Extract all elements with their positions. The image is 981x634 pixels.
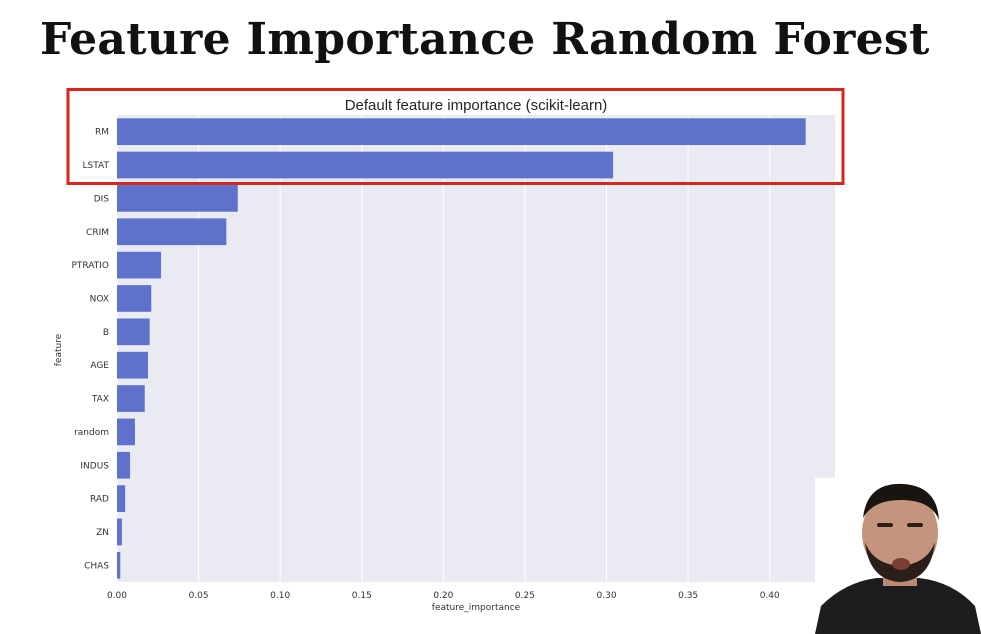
y-tick-label: PTRATIO [71,261,109,271]
bar-rad [117,485,126,512]
bar-lstat [117,151,614,179]
y-axis-label: feature [54,333,64,366]
y-tick-labels: RM LSTAT DIS CRIM PTRATIO NOX B AGE TAX random IND… [71,128,109,572]
y-tick-label: LSTAT [83,161,110,171]
chart-title: Default feature importance (scikit-learn… [345,97,608,114]
y-tick-label: NOX [90,294,109,304]
bar-indus [117,451,131,479]
y-tick-label: AGE [90,361,109,371]
grid-lines [116,115,771,582]
bar-tax [117,385,145,412]
y-tick-label: RM [95,128,109,138]
x-tick-label: 0.35 [678,591,698,601]
y-tick-label: TAX [91,395,109,405]
y-tick-label: B [103,328,109,338]
bar-rm [117,118,806,146]
presenter-video [815,478,981,634]
x-tick-label: 0.10 [270,591,290,601]
bar-dis [117,185,238,212]
x-tick-label: 0.20 [433,591,453,601]
y-tick-label: RAD [90,495,109,505]
y-tick-label: INDUS [80,461,109,471]
bar-zn [117,518,122,546]
bar-random [117,418,135,446]
y-tick-label: CRIM [86,228,109,238]
bar-chas [117,551,121,579]
x-tick-labels: 0.00 0.05 0.10 0.15 0.20 0.25 0.30 0.35 0.40 [107,591,780,601]
y-tick-label: ZN [96,528,109,538]
bar-ptratio [117,251,162,279]
bar-crim [117,218,227,246]
bar-nox [117,285,152,312]
y-tick-label: CHAS [84,561,109,571]
x-tick-label: 0.25 [515,591,535,601]
y-tick-label: DIS [94,194,110,204]
bar-age [117,351,149,379]
x-tick-label: 0.40 [760,591,780,601]
x-tick-label: 0.30 [597,591,617,601]
slide-title: Feature Importance Random Forest [40,14,930,65]
x-axis-label: feature_importance [432,603,521,613]
x-tick-label: 0.00 [107,591,127,601]
y-tick-label: random [74,428,109,438]
bar-b [117,318,150,346]
x-tick-label: 0.15 [352,591,372,601]
bars [117,118,806,579]
x-tick-label: 0.05 [189,591,209,601]
highlight-box [66,88,845,185]
